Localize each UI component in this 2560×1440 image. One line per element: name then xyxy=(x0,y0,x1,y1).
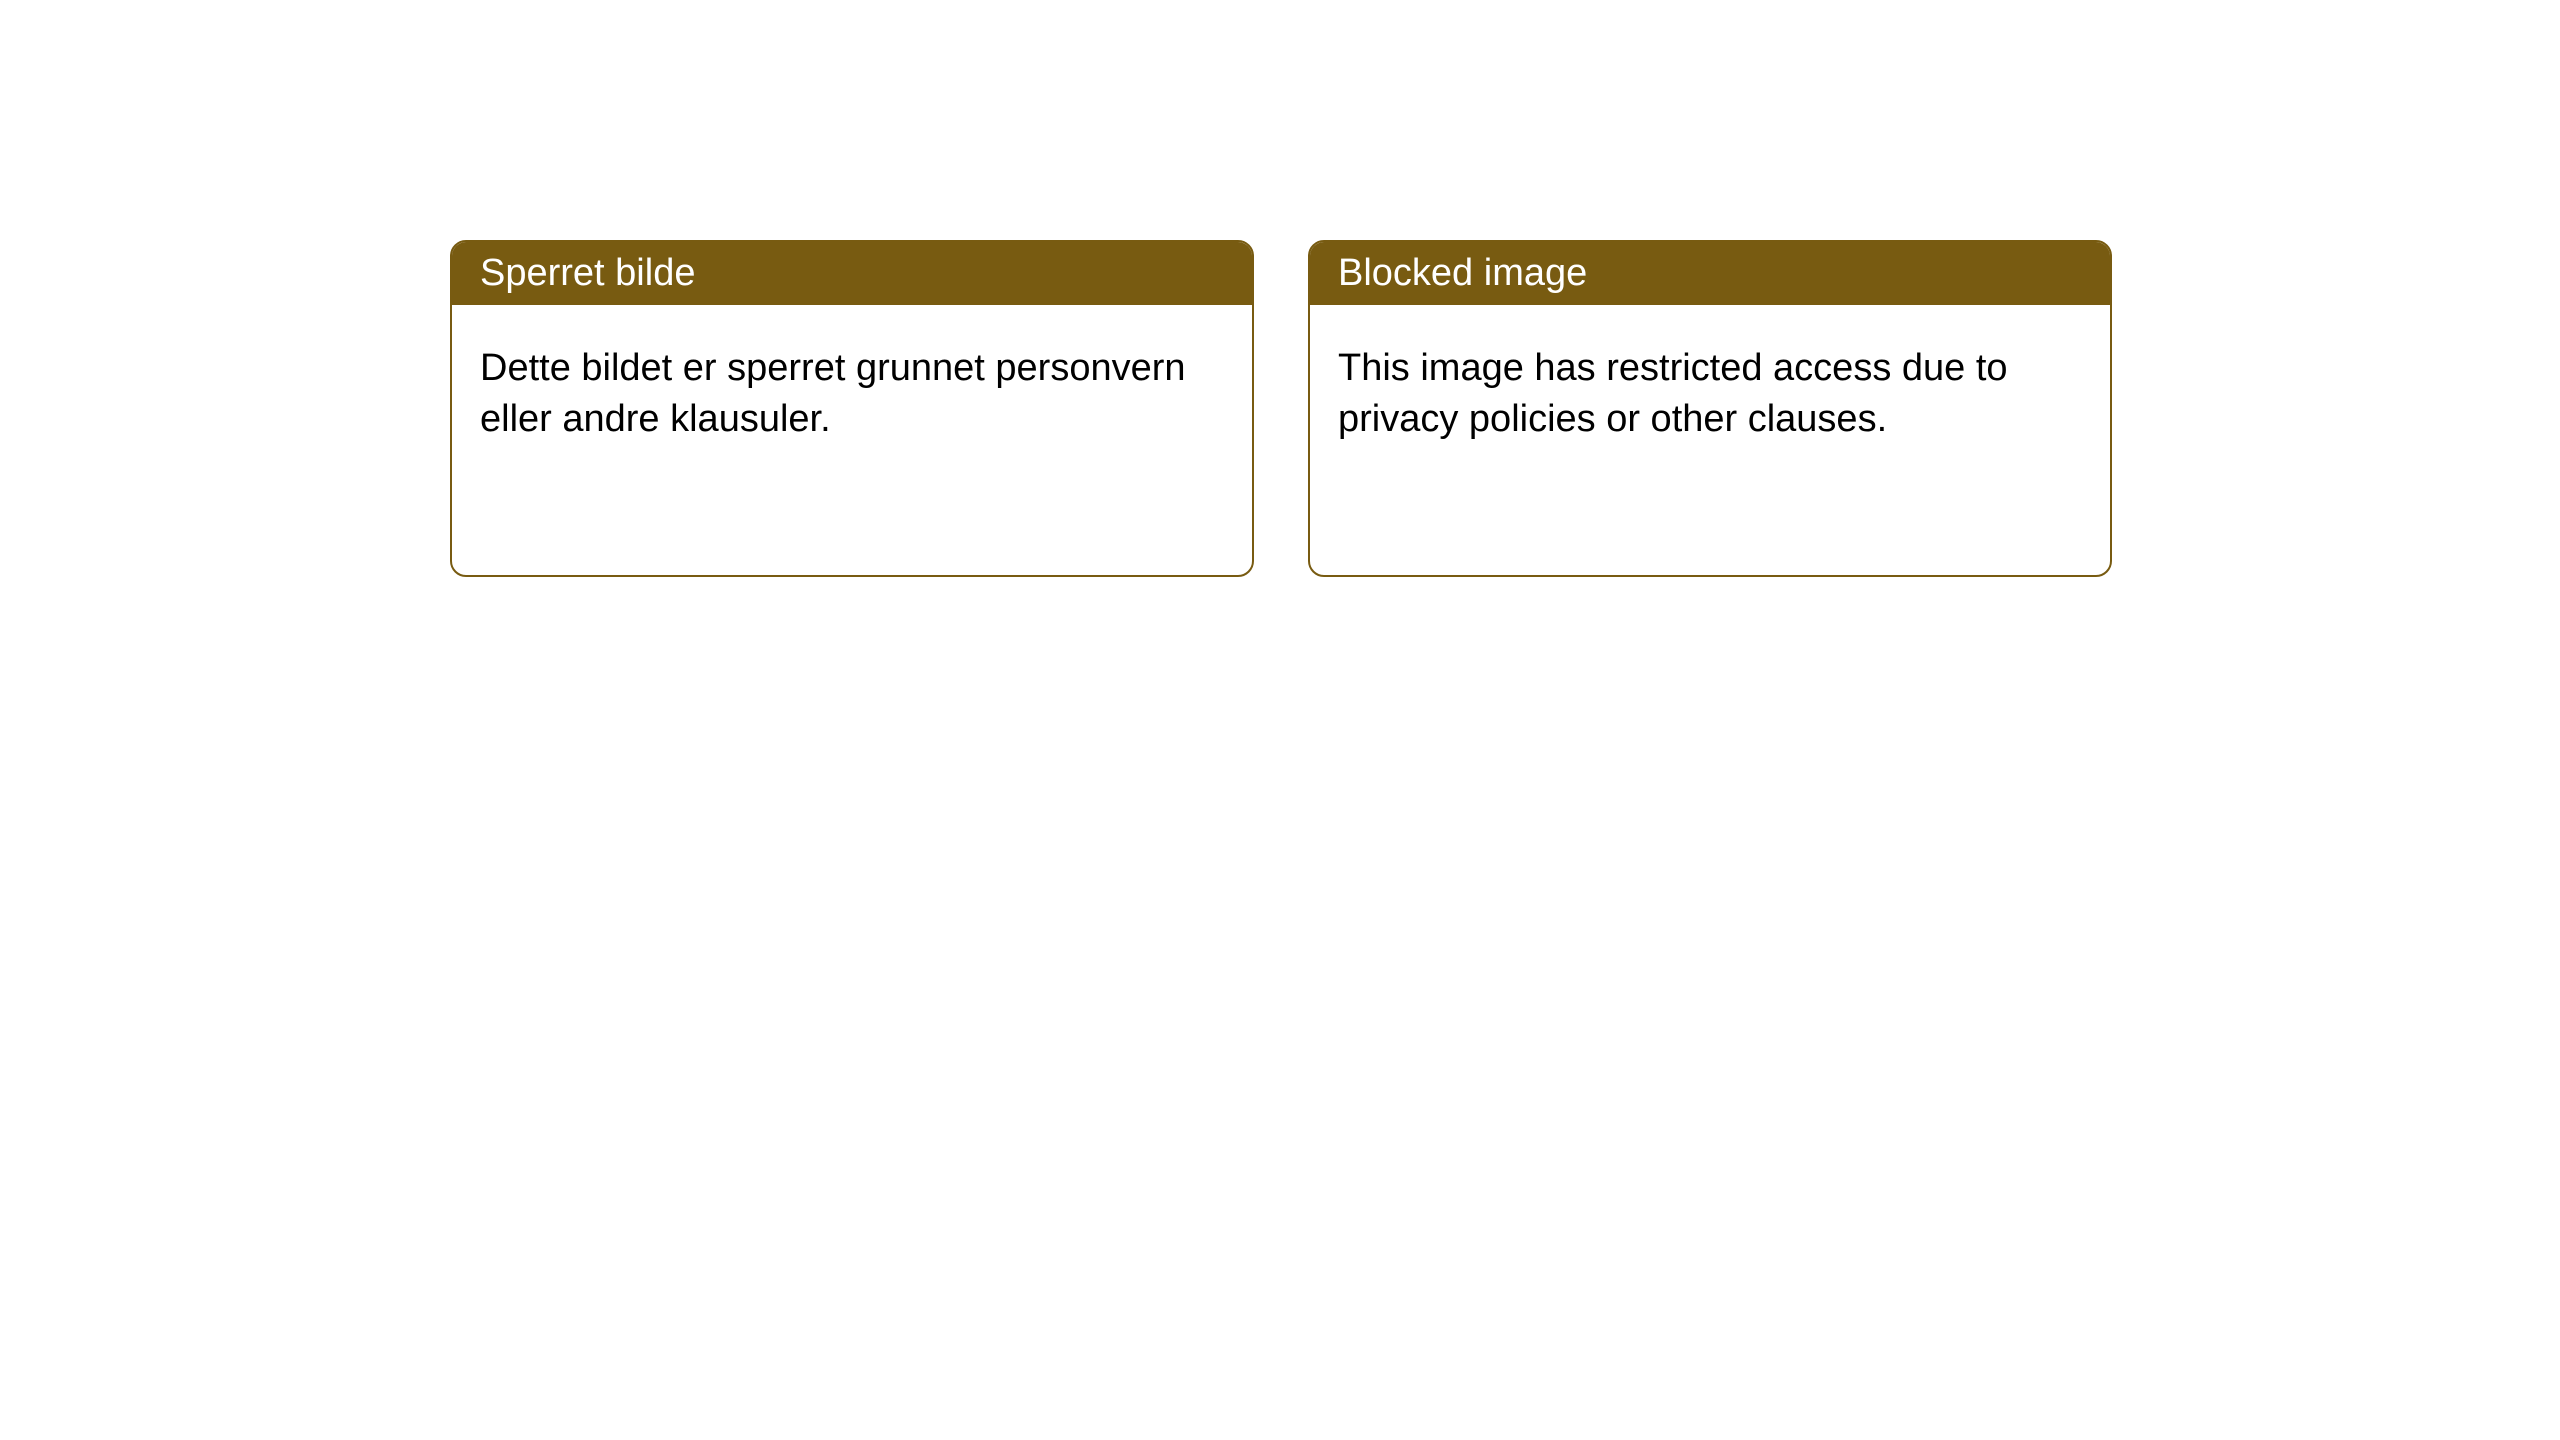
card-body: This image has restricted access due to … xyxy=(1310,305,2110,575)
card-title: Blocked image xyxy=(1310,242,2110,305)
card-title: Sperret bilde xyxy=(452,242,1252,305)
blocked-image-card-en: Blocked image This image has restricted … xyxy=(1308,240,2112,577)
card-body: Dette bildet er sperret grunnet personve… xyxy=(452,305,1252,575)
notice-cards-container: Sperret bilde Dette bildet er sperret gr… xyxy=(0,0,2560,577)
blocked-image-card-no: Sperret bilde Dette bildet er sperret gr… xyxy=(450,240,1254,577)
